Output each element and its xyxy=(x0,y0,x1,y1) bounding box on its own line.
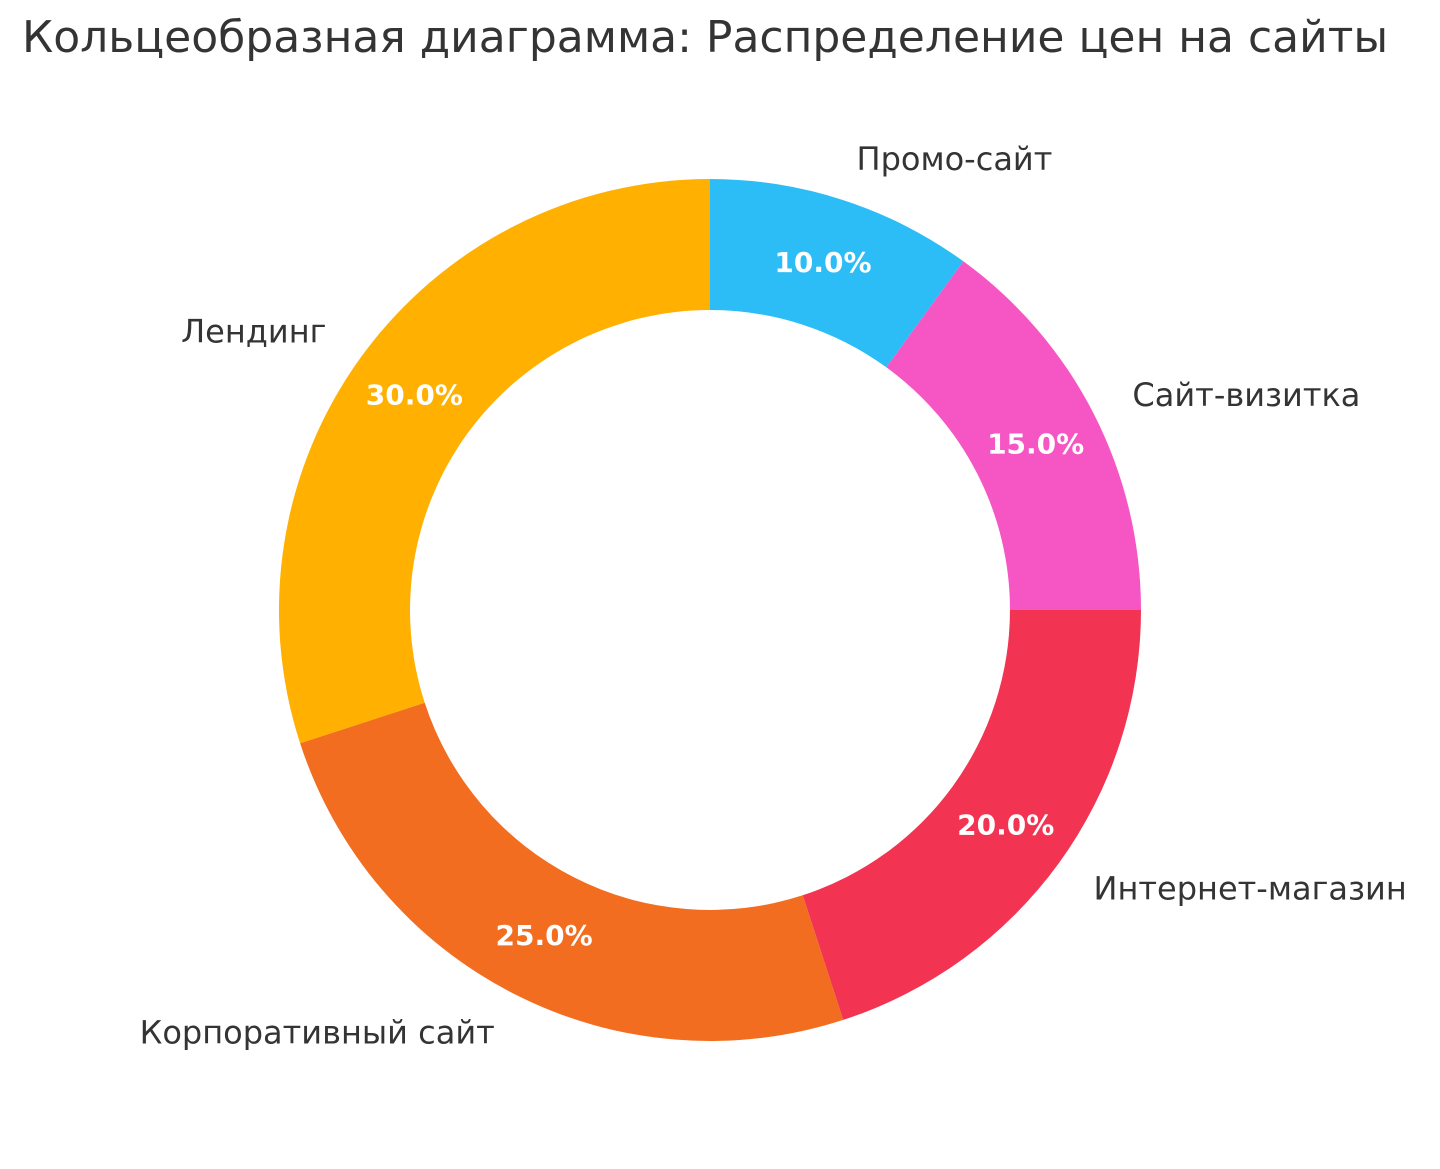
category-label-3: Интернет-магазин xyxy=(1094,870,1407,908)
donut-segment-2 xyxy=(886,261,1141,610)
category-label-5: Лендинг xyxy=(181,312,326,350)
donut-segment-3 xyxy=(802,610,1141,1020)
donut-segment-4 xyxy=(300,702,844,1042)
donut-segment-1 xyxy=(710,179,964,368)
donut-segment-5 xyxy=(278,179,710,744)
value-label-1: 10.0% xyxy=(774,246,871,279)
chart-title: Кольцеобразная диаграмма: Распределение … xyxy=(22,12,1389,63)
value-label-4: 25.0% xyxy=(495,919,592,952)
category-label-2: Сайт-визитка xyxy=(1132,376,1360,414)
value-label-5: 30.0% xyxy=(366,379,463,412)
category-label-1: Промо-сайт xyxy=(857,140,1053,178)
value-label-3: 20.0% xyxy=(957,808,1054,841)
value-label-2: 15.0% xyxy=(987,428,1084,461)
category-label-4: Корпоративный сайт xyxy=(140,1013,495,1051)
